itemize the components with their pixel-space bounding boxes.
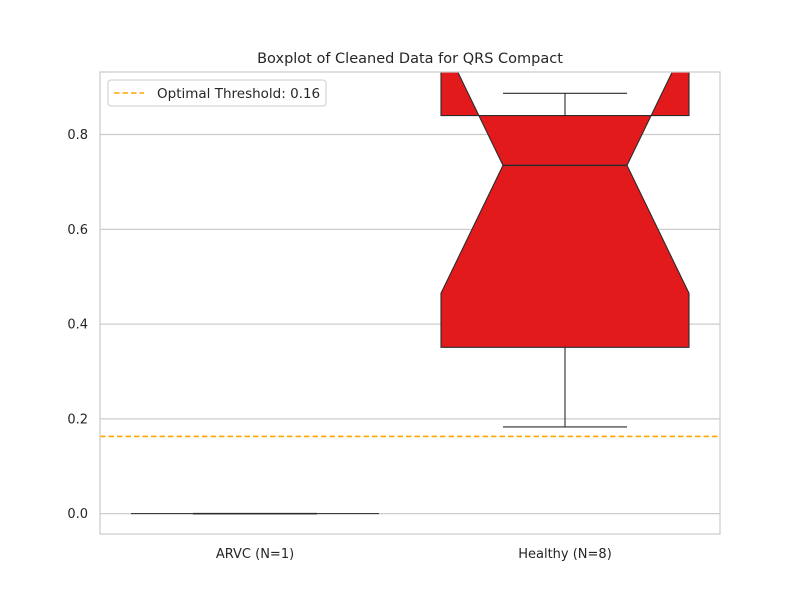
plot-frame xyxy=(99,71,721,535)
legend: Optimal Threshold: 0.16 xyxy=(107,79,327,107)
legend-frame xyxy=(107,79,327,107)
box-body xyxy=(440,72,690,348)
x-tick-label: ARVC (N=1) xyxy=(216,547,294,562)
y-tick-label: 0.4 xyxy=(67,318,88,333)
y-tick-label: 0.8 xyxy=(67,128,88,143)
y-tick-label: 0.2 xyxy=(67,412,88,427)
y-tick-label: 0.6 xyxy=(67,223,88,238)
legend-threshold-label: Optimal Threshold: 0.16 xyxy=(157,86,320,102)
y-tick-labels: 0.0 0.2 0.4 0.6 0.8 xyxy=(67,128,88,522)
box-layer xyxy=(131,72,690,515)
x-tick-labels: ARVC (N=1) Healthy (N=8) xyxy=(216,547,612,562)
box-1 xyxy=(440,72,690,428)
x-tick-label: Healthy (N=8) xyxy=(518,547,612,562)
y-tick-label: 0.0 xyxy=(67,507,88,522)
chart-title: Boxplot of Cleaned Data for QRS Compact xyxy=(257,51,563,67)
